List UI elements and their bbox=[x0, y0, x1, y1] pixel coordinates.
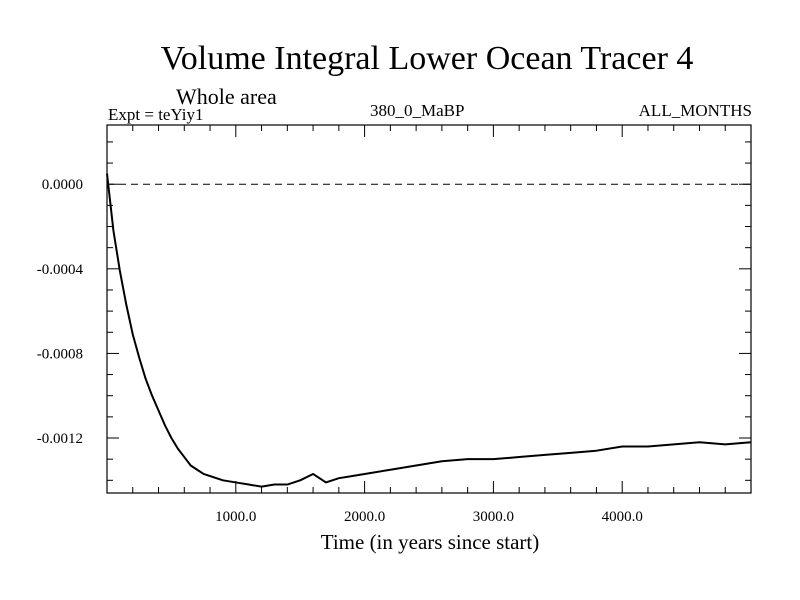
tick-labels: 1000.0 2000.0 3000.0 4000.0 0.0000 -0.0004 -0.… bbox=[37, 177, 643, 525]
series-line-tracer-4 bbox=[106, 173, 752, 488]
x-tick-label: 3000.0 bbox=[473, 509, 514, 525]
chart-subtitle: Whole area bbox=[176, 84, 277, 109]
x-tick-label: 2000.0 bbox=[344, 509, 385, 525]
period-label: 380_0_MaBP bbox=[370, 101, 465, 120]
x-tick-label: 4000.0 bbox=[602, 509, 643, 525]
x-axis-label: Time (in years since start) bbox=[320, 530, 540, 554]
plot-frame bbox=[106, 124, 752, 494]
y-tick-label: -0.0012 bbox=[37, 431, 83, 447]
tick-marks bbox=[107, 125, 751, 493]
x-tick-label: 1000.0 bbox=[215, 509, 256, 525]
y-tick-label: -0.0008 bbox=[37, 346, 83, 362]
experiment-label: Expt = teYiy1 bbox=[108, 105, 204, 124]
y-tick-label: -0.0004 bbox=[37, 262, 84, 278]
chart-title: Volume Integral Lower Ocean Tracer 4 bbox=[160, 40, 694, 77]
y-tick-label: 0.0000 bbox=[42, 177, 83, 193]
months-label: ALL_MONTHS bbox=[638, 101, 752, 120]
